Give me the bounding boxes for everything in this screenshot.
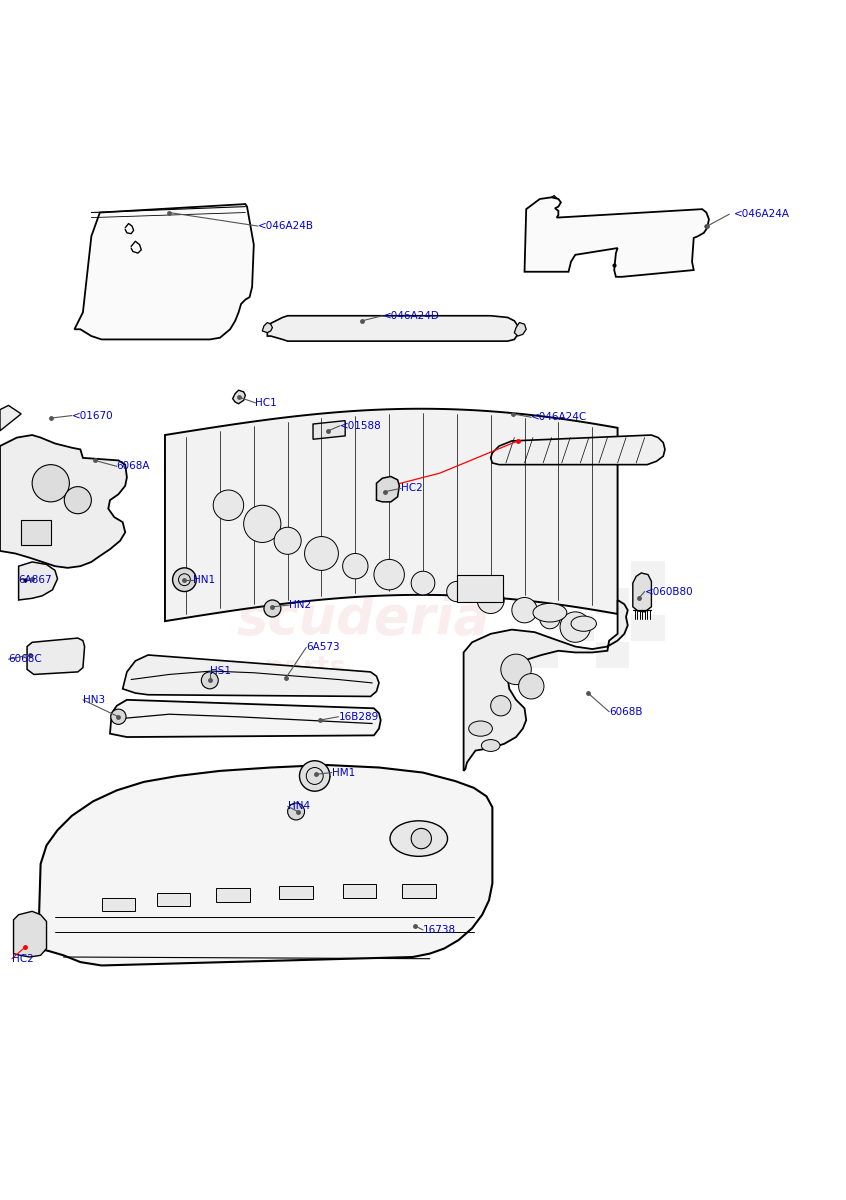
Circle shape (264, 600, 281, 617)
Circle shape (201, 672, 218, 689)
Text: <060B80: <060B80 (645, 587, 693, 596)
Bar (21, 520, 51, 545)
Polygon shape (491, 436, 665, 464)
Polygon shape (0, 406, 21, 431)
Circle shape (540, 608, 560, 629)
Circle shape (288, 803, 305, 820)
Polygon shape (376, 476, 399, 502)
Bar (525, 588, 558, 613)
Text: <046A24D: <046A24D (382, 311, 439, 320)
Circle shape (374, 559, 404, 590)
Text: <01588: <01588 (340, 421, 382, 431)
Bar (560, 562, 594, 587)
Polygon shape (123, 655, 379, 696)
Polygon shape (165, 409, 618, 622)
Bar (596, 588, 629, 613)
Text: HC1: HC1 (255, 398, 277, 408)
Polygon shape (464, 600, 628, 770)
Circle shape (519, 673, 544, 698)
Text: 6A867: 6A867 (19, 575, 52, 584)
Bar (631, 616, 665, 641)
Text: 6068B: 6068B (609, 707, 643, 716)
Text: HN1: HN1 (193, 575, 215, 584)
Ellipse shape (571, 616, 596, 631)
Circle shape (111, 709, 126, 725)
Ellipse shape (481, 739, 500, 751)
Polygon shape (27, 638, 85, 674)
Text: 6068A: 6068A (117, 461, 151, 472)
Circle shape (305, 536, 338, 570)
Circle shape (299, 761, 330, 791)
Circle shape (64, 487, 91, 514)
Circle shape (173, 568, 196, 592)
Text: scuderia: scuderia (237, 593, 490, 644)
Text: 16B289: 16B289 (338, 712, 379, 721)
Polygon shape (38, 764, 492, 966)
Polygon shape (110, 700, 381, 737)
Text: HM1: HM1 (332, 768, 354, 778)
Circle shape (411, 571, 435, 595)
Bar (560, 616, 594, 641)
Circle shape (491, 696, 511, 716)
Circle shape (501, 654, 531, 684)
Circle shape (213, 490, 244, 521)
Bar (457, 575, 503, 601)
Text: <046A24A: <046A24A (734, 209, 790, 220)
Polygon shape (0, 436, 127, 568)
Text: HN2: HN2 (289, 600, 311, 610)
Bar (402, 884, 436, 898)
Bar (102, 898, 135, 911)
Circle shape (274, 527, 301, 554)
Polygon shape (74, 204, 254, 340)
Text: HN4: HN4 (288, 802, 310, 811)
Text: <046A24C: <046A24C (531, 413, 587, 422)
Ellipse shape (469, 721, 492, 737)
Text: HS1: HS1 (210, 666, 231, 676)
Polygon shape (514, 323, 526, 336)
Circle shape (447, 581, 467, 601)
Bar (279, 886, 313, 900)
Circle shape (512, 598, 537, 623)
Text: car   parts: car parts (186, 654, 346, 682)
Circle shape (560, 612, 591, 642)
Circle shape (477, 587, 504, 613)
Polygon shape (313, 421, 345, 439)
Polygon shape (262, 323, 272, 332)
Circle shape (244, 505, 281, 542)
Bar (343, 884, 376, 898)
Polygon shape (19, 562, 58, 600)
Text: 6A573: 6A573 (306, 642, 340, 653)
Bar (157, 893, 190, 906)
Bar (216, 888, 250, 902)
Polygon shape (267, 316, 518, 341)
Circle shape (343, 553, 368, 578)
Polygon shape (233, 390, 245, 403)
Bar (631, 562, 665, 587)
Text: HC2: HC2 (12, 954, 34, 964)
Text: 16738: 16738 (423, 925, 456, 935)
Bar (525, 642, 558, 667)
Ellipse shape (533, 604, 567, 622)
Text: <01670: <01670 (72, 410, 113, 420)
Text: HN3: HN3 (83, 695, 105, 704)
Circle shape (411, 828, 431, 848)
Polygon shape (633, 572, 651, 612)
Bar (596, 642, 629, 667)
Ellipse shape (390, 821, 448, 857)
Polygon shape (525, 197, 709, 277)
Text: <046A24B: <046A24B (258, 221, 314, 232)
Polygon shape (14, 911, 47, 958)
Text: HC2: HC2 (401, 484, 423, 493)
Circle shape (32, 464, 69, 502)
Text: 6068C: 6068C (8, 654, 42, 665)
